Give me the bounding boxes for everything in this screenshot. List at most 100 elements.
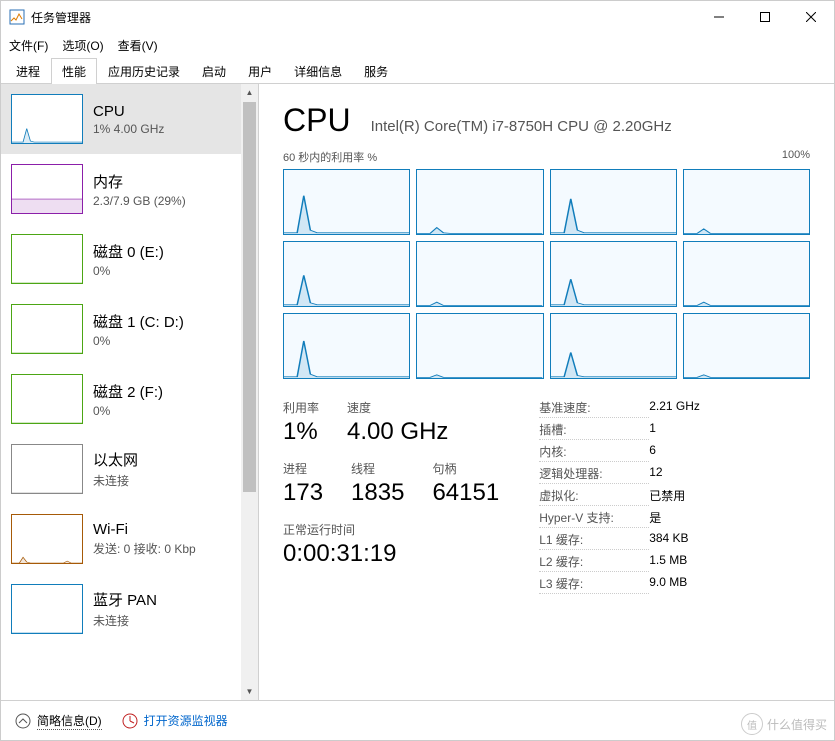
detail-key: 基准速度: xyxy=(539,399,649,418)
main-panel: CPU Intel(R) Core(TM) i7-8750H CPU @ 2.2… xyxy=(259,84,834,700)
detail-value: 9.0 MB xyxy=(649,575,687,594)
core-chart-0[interactable] xyxy=(283,169,410,235)
core-chart-2[interactable] xyxy=(550,169,677,235)
content: CPU 1% 4.00 GHz 内存2.3/7.9 GB (29%)磁盘 0 (E:… xyxy=(1,84,834,700)
detail-value: 12 xyxy=(649,465,662,484)
detail-key: 内核: xyxy=(539,443,649,462)
detail-row: 插槽:1 xyxy=(539,421,700,440)
uptime-value: 0:00:31:19 xyxy=(283,540,499,568)
stat-label: 利用率 xyxy=(283,399,319,416)
sidebar-item-5[interactable]: 以太网未连接 xyxy=(1,434,258,504)
detail-value: 是 xyxy=(649,509,661,528)
core-chart-5[interactable] xyxy=(416,241,543,307)
close-button[interactable] xyxy=(788,1,834,33)
scroll-up-icon[interactable]: ▲ xyxy=(241,84,258,101)
core-chart-11[interactable] xyxy=(683,313,810,379)
sidebar-thumb xyxy=(11,444,83,494)
scroll-down-icon[interactable]: ▼ xyxy=(241,683,258,700)
core-chart-8[interactable] xyxy=(283,313,410,379)
minimize-button[interactable] xyxy=(696,1,742,33)
core-chart-4[interactable] xyxy=(283,241,410,307)
core-chart-9[interactable] xyxy=(416,313,543,379)
tab-5[interactable]: 详细信息 xyxy=(283,58,353,84)
main-subtitle: Intel(R) Core(TM) i7-8750H CPU @ 2.20GHz xyxy=(371,118,672,135)
tab-2[interactable]: 应用历史记录 xyxy=(97,58,191,84)
stat: 进程173 xyxy=(283,460,323,507)
task-manager-window: 任务管理器 文件(F) 选项(O) 查看(V) 进程性能应用历史记录启动用户详细… xyxy=(0,0,835,741)
sidebar-item-sub: 1% 4.00 GHz xyxy=(93,122,164,136)
sidebar-thumb xyxy=(11,304,83,354)
maximize-button[interactable] xyxy=(742,1,788,33)
detail-key: Hyper-V 支持: xyxy=(539,509,649,528)
detail-value: 6 xyxy=(649,443,656,462)
core-grid xyxy=(283,169,810,379)
tab-0[interactable]: 进程 xyxy=(5,58,51,84)
core-chart-3[interactable] xyxy=(683,169,810,235)
tab-1[interactable]: 性能 xyxy=(51,58,97,84)
detail-key: L3 缓存: xyxy=(539,575,649,594)
core-chart-10[interactable] xyxy=(550,313,677,379)
sidebar-item-0[interactable]: CPU 1% 4.00 GHz xyxy=(1,84,258,154)
core-chart-1[interactable] xyxy=(416,169,543,235)
detail-key: L2 缓存: xyxy=(539,553,649,572)
sidebar-thumb xyxy=(11,374,83,424)
detail-row: 虚拟化:已禁用 xyxy=(539,487,700,506)
detail-row: 逻辑处理器:12 xyxy=(539,465,700,484)
sidebar-item-name: 内存 xyxy=(93,171,186,192)
stat-value: 1% xyxy=(283,418,319,446)
sidebar-item-1[interactable]: 内存2.3/7.9 GB (29%) xyxy=(1,154,258,224)
detail-key: 逻辑处理器: xyxy=(539,465,649,484)
sidebar-thumb xyxy=(11,584,83,634)
sidebar-item-3[interactable]: 磁盘 1 (C: D:) 0% xyxy=(1,294,258,364)
detail-row: L2 缓存:1.5 MB xyxy=(539,553,700,572)
open-resmon-button[interactable]: 打开资源监视器 xyxy=(122,712,228,729)
detail-value: 2.21 GHz xyxy=(649,399,700,418)
sidebar-thumb xyxy=(11,514,83,564)
sidebar-item-sub: 0% xyxy=(93,264,164,278)
sidebar-item-sub: 0% xyxy=(93,334,184,348)
sidebar-item-sub: 0% xyxy=(93,404,163,418)
main-title: CPU xyxy=(283,102,351,139)
sidebar-item-name: 磁盘 2 (F:) xyxy=(93,381,163,402)
resmon-icon xyxy=(122,713,138,729)
menubar: 文件(F) 选项(O) 查看(V) xyxy=(1,33,834,57)
app-icon xyxy=(9,9,25,25)
sidebar-item-7[interactable]: 蓝牙 PAN未连接 xyxy=(1,574,258,644)
detail-value: 已禁用 xyxy=(649,487,685,506)
chevron-up-circle-icon xyxy=(15,713,31,729)
fewer-details-button[interactable]: 简略信息(D) xyxy=(15,712,102,730)
detail-key: L1 缓存: xyxy=(539,531,649,550)
scrollbar-thumb[interactable] xyxy=(243,102,256,492)
window-title: 任务管理器 xyxy=(31,9,696,26)
menu-view[interactable]: 查看(V) xyxy=(118,37,158,54)
sidebar-thumb xyxy=(11,94,83,144)
core-chart-6[interactable] xyxy=(550,241,677,307)
tab-3[interactable]: 启动 xyxy=(191,58,237,84)
tab-4[interactable]: 用户 xyxy=(237,58,283,84)
detail-row: L3 缓存:9.0 MB xyxy=(539,575,700,594)
sidebar-item-sub: 未连接 xyxy=(93,612,157,629)
sidebar-item-name: CPU xyxy=(93,103,164,120)
detail-key: 插槽: xyxy=(539,421,649,440)
sidebar-item-6[interactable]: Wi-Fi发送: 0 接收: 0 Kbp xyxy=(1,504,258,574)
chart-label-left: 60 秒内的利用率 % xyxy=(283,149,377,165)
core-chart-7[interactable] xyxy=(683,241,810,307)
menu-options[interactable]: 选项(O) xyxy=(62,37,103,54)
sidebar-thumb xyxy=(11,234,83,284)
sidebar-scrollbar[interactable]: ▲ ▼ xyxy=(241,84,258,700)
stat: 利用率 1% xyxy=(283,399,319,446)
tab-6[interactable]: 服务 xyxy=(353,58,399,84)
uptime-label: 正常运行时间 xyxy=(283,521,499,538)
stat-label: 句柄 xyxy=(432,460,499,477)
sidebar-item-sub: 发送: 0 接收: 0 Kbp xyxy=(93,540,196,557)
sidebar-thumb xyxy=(11,164,83,214)
detail-key: 虚拟化: xyxy=(539,487,649,506)
stat: 句柄64151 xyxy=(432,460,499,507)
detail-row: Hyper-V 支持:是 xyxy=(539,509,700,528)
sidebar-item-name: 磁盘 1 (C: D:) xyxy=(93,311,184,332)
stat-label: 速度 xyxy=(347,399,448,416)
sidebar-item-2[interactable]: 磁盘 0 (E:)0% xyxy=(1,224,258,294)
menu-file[interactable]: 文件(F) xyxy=(9,37,48,54)
sidebar-item-4[interactable]: 磁盘 2 (F:) 0% xyxy=(1,364,258,434)
detail-row: L1 缓存:384 KB xyxy=(539,531,700,550)
